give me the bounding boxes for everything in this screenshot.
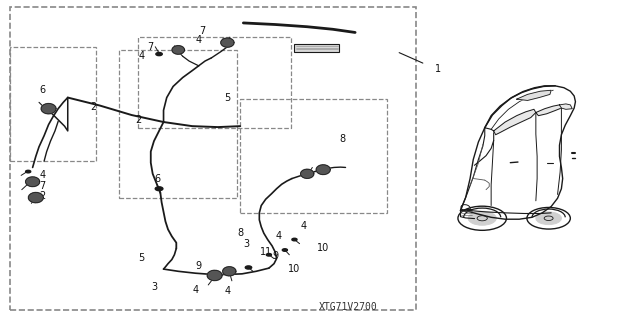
Polygon shape: [493, 109, 536, 135]
Circle shape: [156, 52, 163, 56]
Text: 7: 7: [199, 26, 205, 36]
Polygon shape: [26, 177, 40, 187]
Text: 3: 3: [151, 282, 157, 292]
Polygon shape: [301, 169, 314, 178]
Text: 2: 2: [90, 102, 97, 112]
Text: 4: 4: [138, 51, 144, 61]
Bar: [119, 50, 237, 197]
Bar: [294, 44, 339, 51]
Text: 10: 10: [317, 243, 330, 253]
Polygon shape: [207, 270, 222, 280]
Bar: [240, 99, 387, 213]
Text: 11: 11: [260, 247, 272, 256]
Text: 5: 5: [224, 93, 230, 103]
Bar: [10, 7, 416, 310]
Text: 6: 6: [39, 85, 45, 95]
Text: 4: 4: [193, 285, 198, 295]
Text: 5: 5: [138, 253, 144, 263]
Text: 2: 2: [39, 191, 45, 201]
Polygon shape: [316, 165, 330, 174]
Text: 3: 3: [243, 239, 250, 249]
Text: 2: 2: [135, 115, 141, 125]
Polygon shape: [28, 192, 44, 203]
Text: 4: 4: [39, 170, 45, 180]
Text: 4: 4: [301, 221, 307, 231]
Circle shape: [245, 266, 252, 269]
Text: 10: 10: [289, 264, 301, 274]
Text: 9: 9: [196, 261, 202, 271]
Text: 4: 4: [225, 286, 230, 296]
Bar: [138, 37, 291, 128]
Polygon shape: [536, 105, 561, 116]
Polygon shape: [516, 90, 551, 100]
Polygon shape: [41, 104, 56, 114]
Polygon shape: [559, 104, 572, 109]
Text: XTG71V2700: XTG71V2700: [319, 302, 378, 312]
Polygon shape: [172, 46, 184, 54]
Polygon shape: [223, 267, 236, 276]
Text: 4: 4: [196, 35, 202, 45]
Text: 9: 9: [272, 251, 278, 261]
Text: 8: 8: [237, 227, 243, 238]
Bar: [10, 47, 97, 161]
Circle shape: [292, 238, 297, 241]
Text: 7: 7: [148, 42, 154, 52]
Text: 7: 7: [39, 182, 45, 191]
Circle shape: [156, 187, 163, 191]
Circle shape: [26, 170, 31, 173]
Circle shape: [266, 254, 271, 256]
Circle shape: [282, 249, 287, 251]
Circle shape: [468, 211, 496, 225]
Text: 1: 1: [435, 64, 441, 74]
Text: 8: 8: [339, 134, 346, 144]
Circle shape: [536, 212, 561, 225]
Text: 4: 4: [275, 231, 282, 241]
Polygon shape: [221, 38, 234, 47]
Text: 6: 6: [154, 174, 160, 183]
